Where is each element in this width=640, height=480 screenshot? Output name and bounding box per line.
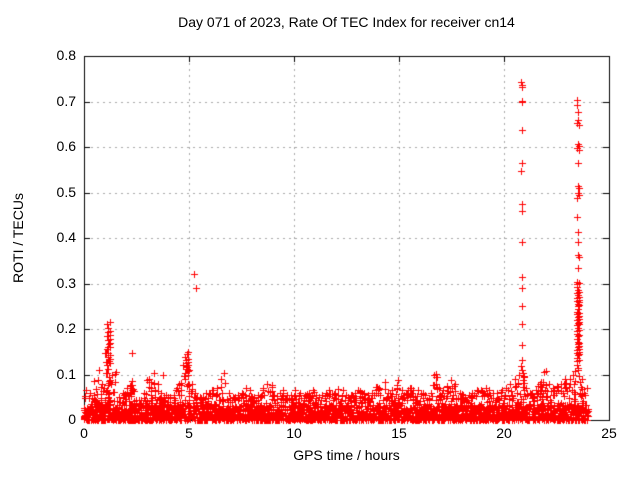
x-tick-label: 20 bbox=[496, 425, 512, 441]
x-tick-label: 25 bbox=[601, 425, 617, 441]
y-tick-label: 0.8 bbox=[56, 47, 76, 63]
x-tick-label: 5 bbox=[185, 425, 193, 441]
x-tick-label: 0 bbox=[80, 425, 88, 441]
y-tick-label: 0.6 bbox=[56, 138, 76, 154]
y-tick-label: 0.2 bbox=[56, 320, 76, 336]
y-tick-label: 0.5 bbox=[56, 184, 76, 200]
x-axis-label: GPS time / hours bbox=[293, 447, 400, 463]
y-tick-label: 0.7 bbox=[56, 93, 76, 109]
x-tick-label: 10 bbox=[286, 425, 302, 441]
y-tick-label: 0 bbox=[68, 411, 76, 427]
x-tick-label: 15 bbox=[391, 425, 407, 441]
y-tick-label: 0.4 bbox=[56, 229, 76, 245]
chart-title: Day 071 of 2023, Rate Of TEC Index for r… bbox=[178, 14, 515, 30]
y-tick-label: 0.1 bbox=[56, 366, 76, 382]
y-tick-label: 0.3 bbox=[56, 275, 76, 291]
